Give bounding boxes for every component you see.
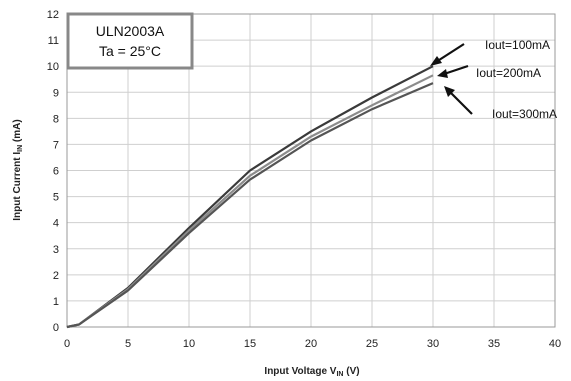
plot-frame xyxy=(66,13,556,328)
y-axis-title: Input Current IIN (mA) xyxy=(12,119,24,220)
x-axis-title: Input Voltage VIN (V) xyxy=(264,366,359,378)
y-tick-label: 5 xyxy=(53,192,59,204)
annotations: Iout=100mA Iout=200mA Iout=300mA xyxy=(430,38,557,121)
x-tick-label: 15 xyxy=(244,338,256,350)
info-box-line1: ULN2003A xyxy=(96,23,165,39)
annotation-arrow-200 xyxy=(443,64,469,76)
y-tick-label: 11 xyxy=(48,35,59,47)
series-line-3 xyxy=(66,82,434,329)
x-tick-label: 35 xyxy=(488,338,500,350)
y-tick-label: 7 xyxy=(53,139,59,151)
series xyxy=(66,65,434,329)
y-tick-label: 9 xyxy=(53,87,59,99)
y-tick-label: 4 xyxy=(53,218,59,230)
info-box: ULN2003A Ta = 25°C xyxy=(66,12,194,70)
x-tick-label: 30 xyxy=(427,338,439,350)
x-tick-label: 40 xyxy=(549,338,561,350)
info-box-line2: Ta = 25°C xyxy=(99,43,161,59)
y-tick-label: 1 xyxy=(53,296,59,308)
annotation-label-300: Iout=300mA xyxy=(492,107,557,121)
annotation-arrow-100 xyxy=(435,43,465,63)
y-tick-label: 2 xyxy=(53,270,59,282)
x-tick-label: 25 xyxy=(366,338,378,350)
annotation-arrowhead-100 xyxy=(430,56,442,66)
annotation-label-200: Iout=200mA xyxy=(476,66,541,80)
y-tick-label: 12 xyxy=(47,9,59,21)
y-tick-label: 10 xyxy=(47,61,59,73)
x-axis-ticks: 0 5 10 15 20 25 30 35 40 xyxy=(64,338,561,350)
y-tick-label: 6 xyxy=(53,166,59,178)
x-tick-label: 20 xyxy=(305,338,317,350)
y-tick-label: 0 xyxy=(53,322,59,334)
annotation-arrow-300 xyxy=(449,91,473,115)
x-tick-label: 10 xyxy=(183,338,195,350)
x-tick-label: 0 xyxy=(64,338,70,350)
annotation-arrowhead-200 xyxy=(437,69,448,78)
annotation-arrowhead-300 xyxy=(444,86,455,97)
y-tick-label: 3 xyxy=(53,244,59,256)
annotation-label-100: Iout=100mA xyxy=(485,38,550,52)
y-tick-label: 8 xyxy=(53,113,59,125)
x-tick-label: 5 xyxy=(125,338,131,350)
